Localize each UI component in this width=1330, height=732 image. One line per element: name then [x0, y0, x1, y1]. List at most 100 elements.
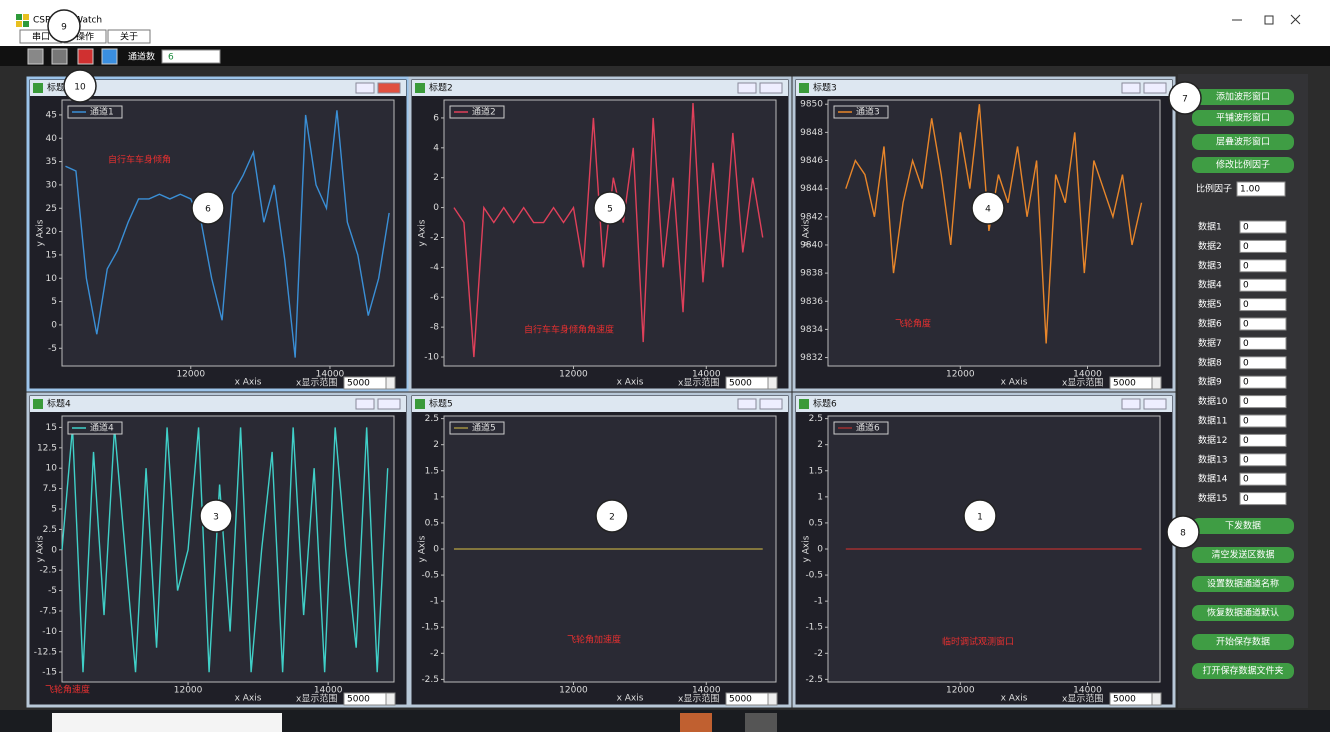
sidebar-button-label[interactable]: 清空发送区数据 — [1211, 549, 1274, 561]
data-field-input[interactable] — [1239, 375, 1287, 389]
close-button[interactable] — [1290, 14, 1301, 25]
sidebar-button-label[interactable]: 平铺波形窗口 — [1216, 112, 1270, 124]
restore-button[interactable] — [1264, 15, 1274, 25]
window-button[interactable] — [1143, 398, 1167, 410]
window-button[interactable] — [355, 82, 375, 94]
callout-number: 5 — [607, 205, 613, 215]
x-tick-label: 12000 — [176, 370, 205, 380]
range-spin[interactable] — [767, 376, 778, 390]
sidebar-button[interactable] — [1192, 547, 1294, 563]
data-field-value[interactable]: 0 — [1243, 300, 1249, 310]
data-field-value[interactable]: 0 — [1243, 320, 1249, 330]
taskbar-search[interactable] — [52, 713, 282, 732]
range-value[interactable]: 5000 — [1113, 379, 1136, 389]
sidebar-button-label[interactable]: 打开保存数据文件夹 — [1202, 665, 1283, 677]
data-field-input[interactable] — [1239, 298, 1287, 312]
data-field-value[interactable]: 0 — [1243, 242, 1249, 252]
sidebar-button-label[interactable]: 层叠波形窗口 — [1216, 136, 1270, 148]
data-field-input[interactable] — [1239, 433, 1287, 447]
toolbar-button[interactable] — [27, 48, 44, 65]
range-spin[interactable] — [1151, 376, 1162, 390]
data-field-input[interactable] — [1239, 395, 1287, 409]
data-field-value[interactable]: 0 — [1243, 436, 1249, 446]
menu-item[interactable] — [107, 29, 151, 44]
sidebar-button-label[interactable]: 设置数据通道名称 — [1207, 578, 1279, 590]
range-value[interactable]: 5000 — [347, 695, 370, 705]
data-field-input[interactable] — [1239, 317, 1287, 331]
sidebar-button[interactable] — [1192, 634, 1294, 650]
sidebar-button[interactable] — [1192, 605, 1294, 621]
window-button[interactable] — [737, 82, 757, 94]
window-button[interactable] — [737, 398, 757, 410]
sidebar-button[interactable] — [1192, 576, 1294, 592]
data-field-value[interactable]: 0 — [1243, 455, 1249, 465]
range-spin[interactable] — [1151, 692, 1162, 706]
data-field-value[interactable]: 0 — [1243, 494, 1249, 504]
range-value[interactable]: 5000 — [729, 695, 752, 705]
range-value[interactable]: 5000 — [347, 379, 370, 389]
sidebar-button[interactable] — [1192, 110, 1294, 126]
range-spin[interactable] — [767, 692, 778, 706]
window-button[interactable] — [377, 398, 401, 410]
sidebar-button-label[interactable]: 修改比例因子 — [1216, 159, 1270, 171]
data-field-value[interactable]: 0 — [1243, 223, 1249, 233]
y-tick-label: 2.5 — [809, 414, 823, 424]
annotation: 自行车车身倾角角速度 — [524, 324, 614, 336]
toolbar-button[interactable] — [101, 48, 118, 65]
data-field-input[interactable] — [1239, 220, 1287, 234]
sidebar-button-label[interactable]: 恢复数据通道默认 — [1207, 607, 1279, 619]
sidebar-button-label[interactable]: 开始保存数据 — [1216, 636, 1270, 648]
data-field-value[interactable]: 0 — [1243, 397, 1249, 407]
sidebar-button[interactable] — [1192, 89, 1294, 105]
window-button[interactable] — [1121, 82, 1141, 94]
data-field-value[interactable]: 0 — [1243, 339, 1249, 349]
data-field-input[interactable] — [1239, 336, 1287, 350]
menu-label[interactable]: 操作 — [76, 31, 94, 43]
window-button[interactable] — [377, 82, 401, 94]
window-button[interactable] — [1143, 82, 1167, 94]
window-button[interactable] — [759, 398, 783, 410]
data-field-value[interactable]: 0 — [1243, 417, 1249, 427]
channel-count[interactable]: 6 — [168, 53, 174, 63]
data-field-input[interactable] — [1239, 414, 1287, 428]
data-field-value[interactable]: 0 — [1243, 358, 1249, 368]
channel-select[interactable] — [161, 49, 221, 64]
menu-label[interactable]: 串口 — [32, 32, 50, 43]
data-field-input[interactable] — [1239, 492, 1287, 506]
toolbar-button[interactable] — [51, 48, 68, 65]
taskbar-item[interactable] — [680, 713, 712, 732]
data-field-input[interactable] — [1239, 278, 1287, 292]
data-field-value[interactable]: 0 — [1243, 281, 1249, 291]
window-button[interactable] — [355, 398, 375, 410]
data-field-input[interactable] — [1239, 453, 1287, 467]
y-tick-label: 15 — [46, 423, 57, 433]
sidebar-button-label[interactable]: 下发数据 — [1225, 520, 1261, 532]
sidebar-button[interactable] — [1192, 157, 1294, 173]
data-field-input[interactable] — [1239, 472, 1287, 486]
data-field-value[interactable]: 0 — [1243, 378, 1249, 388]
data-field-value[interactable]: 0 — [1243, 261, 1249, 271]
data-field-input[interactable] — [1239, 259, 1287, 273]
taskbar-item[interactable] — [745, 713, 777, 732]
range-value[interactable]: 5000 — [729, 379, 752, 389]
y-tick-label: -2.5 — [805, 675, 823, 685]
callout-circle — [593, 191, 627, 225]
data-field-value[interactable]: 0 — [1243, 475, 1249, 485]
toolbar-button[interactable] — [77, 48, 94, 65]
window-button[interactable] — [1121, 398, 1141, 410]
menu-label[interactable]: 关于 — [120, 31, 138, 43]
data-field-label: 数据11 — [1198, 415, 1227, 427]
window-button[interactable] — [759, 82, 783, 94]
sidebar-button[interactable] — [1192, 518, 1294, 534]
sidebar-button[interactable] — [1192, 663, 1294, 679]
data-field-input[interactable] — [1239, 239, 1287, 253]
sidebar-button[interactable] — [1192, 134, 1294, 150]
scale-value[interactable]: 1.00 — [1240, 185, 1260, 195]
x-axis-label: x Axis — [617, 694, 644, 704]
sidebar-button-label[interactable]: 添加波形窗口 — [1216, 91, 1270, 103]
range-spin[interactable] — [385, 692, 396, 706]
range-spin[interactable] — [385, 376, 396, 390]
range-value[interactable]: 5000 — [1113, 695, 1136, 705]
scale-input[interactable] — [1236, 181, 1286, 197]
data-field-input[interactable] — [1239, 356, 1287, 370]
